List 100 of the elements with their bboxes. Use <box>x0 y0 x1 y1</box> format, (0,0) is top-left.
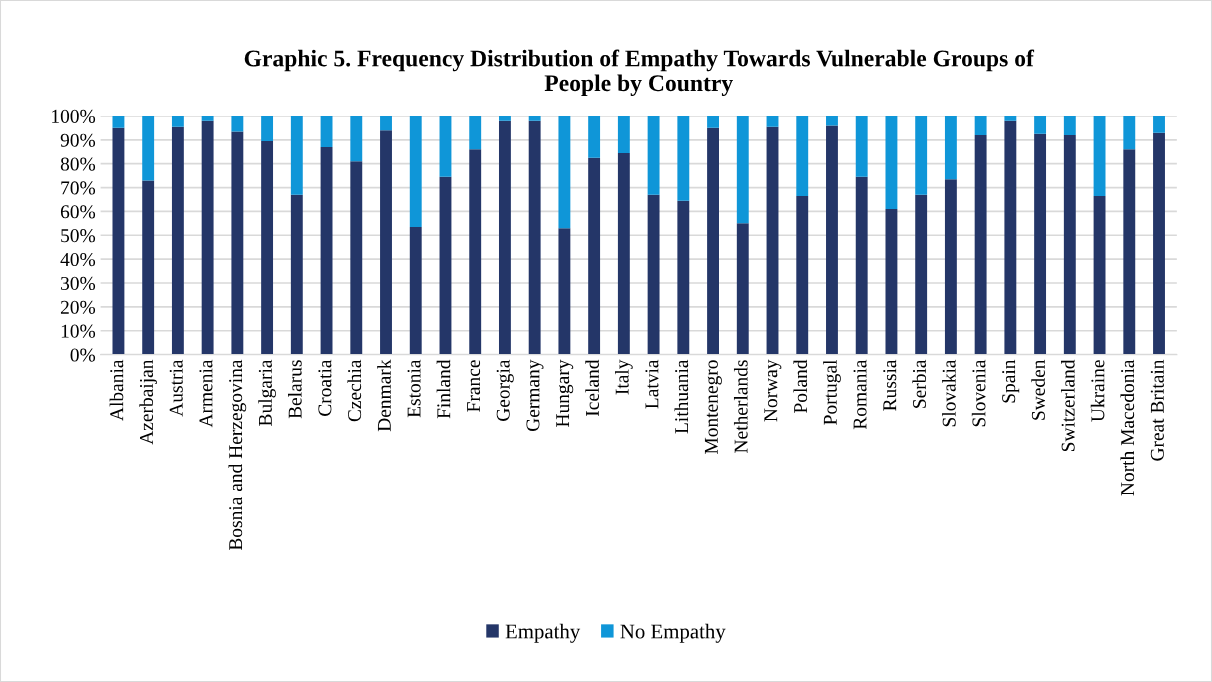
x-tick-label: Croatia <box>318 359 332 416</box>
y-tick-label: 80% <box>60 157 96 171</box>
bar <box>885 115 898 210</box>
x-tick-label: Lithuania <box>674 359 689 434</box>
bar <box>736 115 749 224</box>
bar <box>528 120 541 355</box>
bar <box>1093 115 1106 196</box>
bar <box>171 126 184 355</box>
bar <box>320 115 333 147</box>
bar <box>944 179 957 355</box>
bar <box>617 152 630 355</box>
bar <box>766 115 779 127</box>
bar <box>855 115 868 177</box>
bar <box>1123 149 1136 355</box>
x-tick-label: Azerbaijan <box>139 359 157 445</box>
x-tick-label: Montenegro <box>704 360 722 454</box>
x-tick-label: France <box>467 360 481 412</box>
y-tick-label: 20% <box>60 300 96 314</box>
x-tick-label: Finland <box>436 359 451 419</box>
x-tick-label: Denmark <box>377 359 391 432</box>
x-tick-label: Serbia <box>912 359 927 408</box>
bar <box>231 131 244 355</box>
bar <box>261 115 274 141</box>
bar <box>826 125 838 355</box>
chart-title: Graphic 5. Frequency Distribution of Empathy Towards Vulnerable Groups of People by Country <box>244 49 1035 97</box>
bar <box>112 127 125 355</box>
x-tick-label: Norway <box>764 359 782 422</box>
bar <box>707 115 719 128</box>
x-tick-label: Netherlands <box>733 360 748 453</box>
x-tick-label: Sweden <box>1031 359 1045 420</box>
bar <box>796 195 809 355</box>
x-tick-label: Latvia <box>645 359 659 409</box>
legend-label: No Empathy <box>620 623 726 643</box>
bar <box>677 115 690 201</box>
bar <box>1153 132 1165 355</box>
bar <box>855 176 868 355</box>
bar <box>1153 115 1165 133</box>
bar <box>201 115 214 121</box>
bar <box>498 120 511 355</box>
x-tick-label: Hungary <box>556 359 574 427</box>
bar <box>915 194 928 355</box>
x-tick-label: Germany <box>526 359 544 432</box>
x-tick-label: Belarus <box>288 360 302 419</box>
x-tick-label: Italy <box>615 359 633 395</box>
x-tick-label: Albania <box>109 359 124 421</box>
bar <box>142 115 155 181</box>
y-tick-label: 50% <box>61 229 96 243</box>
bar <box>261 141 274 355</box>
bar <box>796 115 809 196</box>
x-tick-label: Slovakia <box>942 359 956 427</box>
x-tick-label: Great Britain <box>1150 359 1164 461</box>
bar <box>290 194 303 355</box>
bar <box>380 115 392 131</box>
bar <box>1034 133 1047 355</box>
bar <box>498 115 511 121</box>
y-tick-label: 10% <box>61 324 96 338</box>
bar <box>350 161 363 355</box>
x-tick-label: Estonia <box>407 359 421 418</box>
x-tick-label: Slovenia <box>971 359 986 427</box>
bar <box>1123 115 1136 150</box>
bar <box>647 115 660 195</box>
bar <box>588 115 601 158</box>
bar <box>736 223 749 355</box>
x-tick-label: Bosnia and Herzegovina <box>228 359 247 551</box>
y-tick-label: 90% <box>60 133 96 147</box>
bar <box>290 115 303 195</box>
bar <box>1093 195 1106 355</box>
bar <box>826 115 838 126</box>
bar <box>915 115 928 195</box>
x-tick-label: Iceland <box>585 359 599 417</box>
bar <box>1063 115 1076 136</box>
bar <box>885 209 898 355</box>
bar <box>974 135 987 355</box>
y-tick-label: 60% <box>60 205 96 219</box>
bar <box>707 127 719 355</box>
bar <box>1004 120 1017 355</box>
bar <box>944 115 957 180</box>
bar <box>201 120 214 355</box>
x-tick-label: Switzerland <box>1061 359 1075 452</box>
bar <box>617 115 630 153</box>
bar <box>469 115 482 150</box>
x-tick-label: Bulgaria <box>258 359 276 426</box>
x-tick-label: Romania <box>853 359 867 430</box>
bar <box>380 130 392 355</box>
x-tick-label: Spain <box>1002 359 1020 403</box>
x-tick-label: Armenia <box>199 359 213 428</box>
bar <box>1034 115 1047 134</box>
y-tick-label: 40% <box>60 252 96 267</box>
bar <box>409 226 422 355</box>
y-tick-label: 0% <box>70 348 96 362</box>
bar <box>1004 115 1017 121</box>
y-tick-label: 100% <box>52 109 96 123</box>
bar <box>677 200 690 355</box>
x-tick-label: North Macedonia <box>1120 359 1135 496</box>
bar <box>409 115 422 227</box>
x-tick-label: Ukraine <box>1090 360 1105 422</box>
bar <box>469 149 482 355</box>
x-tick-label: Poland <box>793 359 808 413</box>
bar <box>528 115 541 121</box>
x-tick-label: Georgia <box>496 359 514 421</box>
